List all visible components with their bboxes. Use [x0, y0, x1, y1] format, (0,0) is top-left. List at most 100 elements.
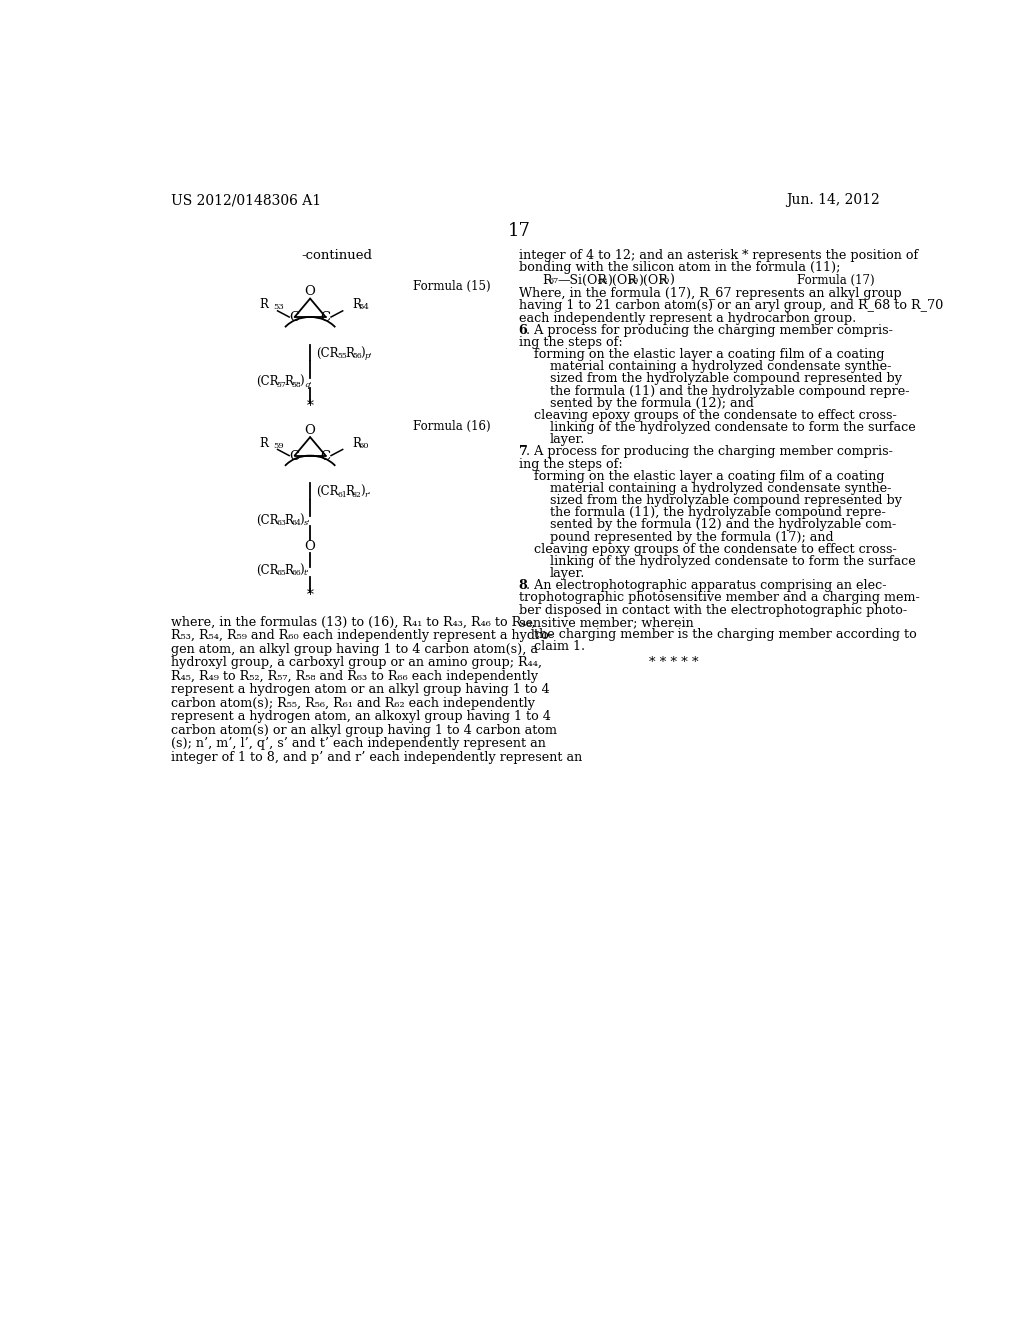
Text: t': t'	[304, 569, 309, 577]
Text: ): )	[299, 375, 304, 388]
Text: Where, in the formula (17), R_67 represents an alkyl group: Where, in the formula (17), R_67 represe…	[518, 288, 901, 300]
Text: 68: 68	[598, 277, 608, 285]
Text: (CR: (CR	[256, 564, 279, 577]
Text: *: *	[306, 400, 313, 413]
Text: R₅₃, R₅₄, R₅₉ and R₆₀ each independently represent a hydro-: R₅₃, R₅₄, R₅₉ and R₆₀ each independently…	[171, 630, 553, 643]
Text: material containing a hydrolyzed condensate synthe-: material containing a hydrolyzed condens…	[550, 482, 891, 495]
Text: 56: 56	[352, 352, 361, 360]
Text: gen atom, an alkyl group having 1 to 4 carbon atom(s), a: gen atom, an alkyl group having 1 to 4 c…	[171, 643, 538, 656]
Text: p': p'	[365, 352, 372, 360]
Text: 67: 67	[548, 277, 558, 285]
Text: 61: 61	[337, 491, 347, 499]
Text: R: R	[352, 437, 360, 450]
Text: q': q'	[304, 380, 311, 389]
Text: 8: 8	[518, 579, 527, 593]
Text: layer.: layer.	[550, 568, 585, 579]
Text: represent a hydrogen atom or an alkyl group having 1 to 4: represent a hydrogen atom or an alkyl gr…	[171, 684, 549, 696]
Text: (CR: (CR	[256, 513, 279, 527]
Text: the charging member is the charging member according to: the charging member is the charging memb…	[535, 628, 916, 642]
Text: sented by the formula (12) and the hydrolyzable com-: sented by the formula (12) and the hydro…	[550, 519, 896, 532]
Text: 65: 65	[276, 569, 287, 577]
Text: carbon atom(s) or an alkyl group having 1 to 4 carbon atom: carbon atom(s) or an alkyl group having …	[171, 723, 557, 737]
Text: ): )	[299, 513, 304, 527]
Text: . A process for producing the charging member compris-: . A process for producing the charging m…	[525, 323, 893, 337]
Text: linking of the hydrolyzed condensate to form the surface: linking of the hydrolyzed condensate to …	[550, 421, 915, 434]
Text: (CR: (CR	[316, 486, 339, 499]
Text: linking of the hydrolyzed condensate to form the surface: linking of the hydrolyzed condensate to …	[550, 554, 915, 568]
Text: bonding with the silicon atom in the formula (11);: bonding with the silicon atom in the for…	[518, 261, 840, 275]
Text: integer of 1 to 8, and p’ and r’ each independently represent an: integer of 1 to 8, and p’ and r’ each in…	[171, 751, 582, 763]
Text: forming on the elastic layer a coating film of a coating: forming on the elastic layer a coating f…	[535, 470, 885, 483]
Text: R: R	[285, 564, 294, 577]
Text: C: C	[321, 312, 331, 325]
Text: C: C	[290, 450, 300, 463]
Text: the formula (11) and the hydrolyzable compound repre-: the formula (11) and the hydrolyzable co…	[550, 384, 909, 397]
Text: 58: 58	[292, 380, 301, 389]
Text: R: R	[259, 437, 268, 450]
Text: 59: 59	[273, 442, 284, 450]
Text: having 1 to 21 carbon atom(s) or an aryl group, and R_68 to R_70: having 1 to 21 carbon atom(s) or an aryl…	[518, 300, 943, 313]
Text: hydroxyl group, a carboxyl group or an amino group; R₄₄,: hydroxyl group, a carboxyl group or an a…	[171, 656, 542, 669]
Text: the formula (11), the hydrolyzable compound repre-: the formula (11), the hydrolyzable compo…	[550, 507, 886, 519]
Text: each independently represent a hydrocarbon group.: each independently represent a hydrocarb…	[518, 312, 856, 325]
Text: 57: 57	[276, 380, 287, 389]
Text: material containing a hydrolyzed condensate synthe-: material containing a hydrolyzed condens…	[550, 360, 891, 374]
Text: ing the steps of:: ing the steps of:	[518, 458, 623, 471]
Text: ): )	[359, 347, 365, 360]
Text: sized from the hydrolyzable compound represented by: sized from the hydrolyzable compound rep…	[550, 372, 901, 385]
Text: cleaving epoxy groups of the condensate to effect cross-: cleaving epoxy groups of the condensate …	[535, 543, 897, 556]
Text: 53: 53	[273, 304, 284, 312]
Text: 63: 63	[276, 519, 287, 528]
Text: R: R	[542, 273, 551, 286]
Text: 17: 17	[508, 222, 530, 239]
Text: )(OR: )(OR	[607, 273, 637, 286]
Text: . An electrophotographic apparatus comprising an elec-: . An electrophotographic apparatus compr…	[525, 579, 886, 593]
Text: R: R	[259, 298, 268, 312]
Text: Jun. 14, 2012: Jun. 14, 2012	[786, 193, 880, 207]
Text: O: O	[305, 540, 315, 553]
Text: C: C	[290, 312, 300, 325]
Text: R₄₅, R₄₉ to R₅₂, R₅₇, R₅₈ and R₆₃ to R₆₆ each independently: R₄₅, R₄₉ to R₅₂, R₅₇, R₅₈ and R₆₃ to R₆₆…	[171, 669, 538, 682]
Text: *: *	[306, 587, 313, 602]
Text: forming on the elastic layer a coating film of a coating: forming on the elastic layer a coating f…	[535, 348, 885, 362]
Text: R: R	[345, 347, 354, 360]
Text: sensitive member; wherein: sensitive member; wherein	[518, 615, 693, 628]
Text: (s); n’, m’, l’, q’, s’ and t’ each independently represent an: (s); n’, m’, l’, q’, s’ and t’ each inde…	[171, 737, 546, 750]
Text: 66: 66	[292, 569, 301, 577]
Text: layer.: layer.	[550, 433, 585, 446]
Text: sized from the hydrolyzable compound represented by: sized from the hydrolyzable compound rep…	[550, 494, 901, 507]
Text: sented by the formula (12); and: sented by the formula (12); and	[550, 397, 754, 409]
Text: -continued: -continued	[302, 249, 373, 263]
Text: integer of 4 to 12; and an asterisk * represents the position of: integer of 4 to 12; and an asterisk * re…	[518, 249, 918, 263]
Text: ): )	[359, 486, 365, 499]
Text: Formula (17): Formula (17)	[798, 273, 876, 286]
Text: ing the steps of:: ing the steps of:	[518, 337, 623, 348]
Text: R: R	[285, 375, 294, 388]
Text: trophotographic photosensitive member and a charging mem-: trophotographic photosensitive member an…	[518, 591, 920, 605]
Text: s': s'	[304, 519, 310, 528]
Text: * * * * *: * * * * *	[649, 656, 698, 669]
Text: 55: 55	[337, 352, 347, 360]
Text: (CR: (CR	[256, 375, 279, 388]
Text: where, in the formulas (13) to (16), R₄₁ to R₄₃, R₄₆ to R₄₈,: where, in the formulas (13) to (16), R₄₁…	[171, 615, 536, 628]
Text: C: C	[321, 450, 331, 463]
Text: O: O	[305, 285, 315, 298]
Text: 54: 54	[358, 304, 369, 312]
Text: R: R	[285, 513, 294, 527]
Text: )(OR: )(OR	[638, 273, 668, 286]
Text: carbon atom(s); R₅₅, R₅₆, R₆₁ and R₆₂ each independently: carbon atom(s); R₅₅, R₅₆, R₆₁ and R₆₂ ea…	[171, 697, 535, 710]
Text: cleaving epoxy groups of the condensate to effect cross-: cleaving epoxy groups of the condensate …	[535, 409, 897, 422]
Text: 62: 62	[352, 491, 361, 499]
Text: pound represented by the formula (17); and: pound represented by the formula (17); a…	[550, 531, 834, 544]
Text: US 2012/0148306 A1: US 2012/0148306 A1	[171, 193, 321, 207]
Text: —Si(OR: —Si(OR	[557, 273, 607, 286]
Text: R: R	[352, 298, 360, 312]
Text: r': r'	[365, 491, 371, 499]
Text: Formula (16): Formula (16)	[414, 420, 490, 433]
Text: 64: 64	[292, 519, 301, 528]
Text: (CR: (CR	[316, 347, 339, 360]
Text: 6: 6	[518, 323, 527, 337]
Text: 7: 7	[518, 445, 527, 458]
Text: claim 1.: claim 1.	[535, 640, 586, 653]
Text: 69: 69	[629, 277, 639, 285]
